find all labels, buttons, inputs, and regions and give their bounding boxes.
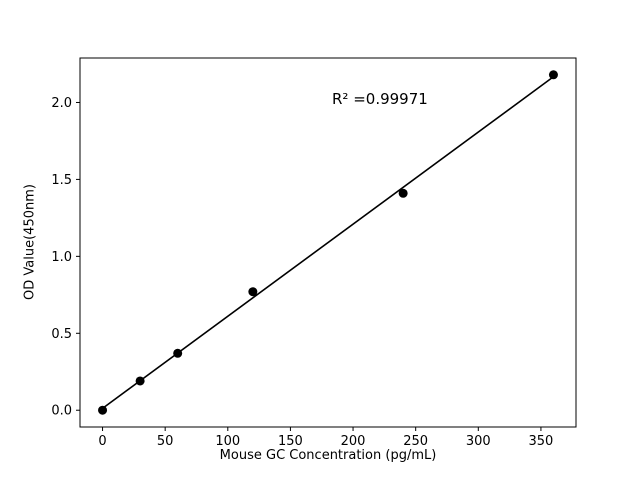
data-point [248, 287, 258, 297]
data-point [398, 188, 408, 198]
x-tick-label: 0 [98, 434, 106, 449]
x-tick-label: 50 [157, 434, 174, 449]
y-tick-label: 0.5 [51, 327, 72, 342]
x-tick-label: 250 [403, 434, 428, 449]
y-axis-label: OD Value(450nm) [22, 184, 38, 300]
x-tick-label: 100 [215, 434, 240, 449]
x-axis-label: Mouse GC Concentration (pg/mL) [219, 448, 437, 463]
y-tick-label: 1.0 [51, 250, 72, 265]
data-point [135, 376, 145, 386]
x-tick-label: 300 [466, 434, 491, 449]
x-tick-label: 200 [341, 434, 366, 449]
y-tick-label: 2.0 [51, 96, 72, 111]
y-tick-label: 0.0 [51, 404, 72, 419]
plot-frame [79, 57, 577, 428]
y-tick-label: 1.5 [51, 173, 72, 188]
data-point [548, 70, 558, 80]
x-tick-label: 350 [529, 434, 554, 449]
r-squared-annotation: R² =0.99971 [332, 90, 428, 108]
data-point [98, 405, 108, 415]
x-tick-label: 150 [278, 434, 303, 449]
data-point [173, 348, 183, 358]
